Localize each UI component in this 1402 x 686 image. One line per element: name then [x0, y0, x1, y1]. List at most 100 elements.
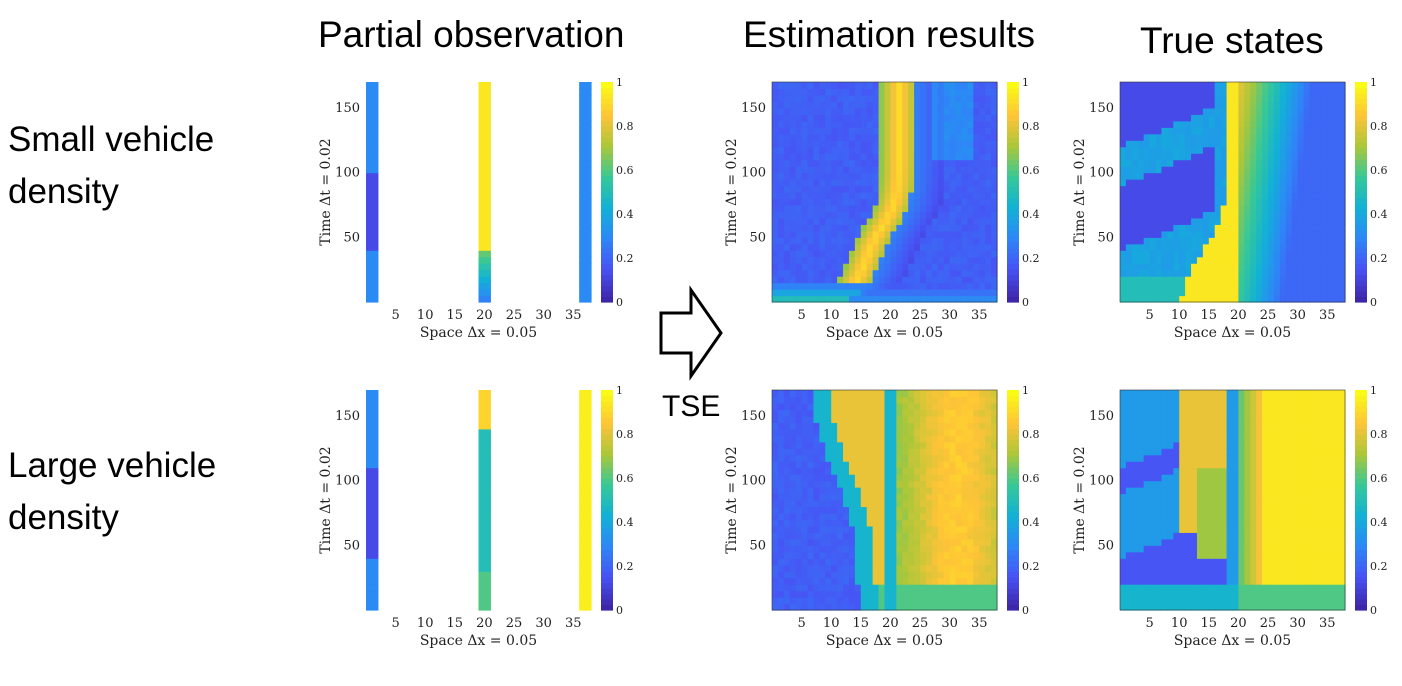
heatmap-cell: [1333, 153, 1340, 161]
heatmap-cell: [1173, 276, 1180, 284]
heatmap-cell: [896, 276, 903, 284]
heatmap-cell: [908, 237, 915, 245]
heatmap-cell: [931, 114, 939, 122]
heatmap-cell: [579, 409, 586, 417]
heatmap-cell: [931, 474, 939, 482]
heatmap-cell: [1291, 263, 1299, 271]
heatmap-cell: [1202, 153, 1210, 161]
heatmap-cell: [1339, 295, 1346, 303]
colorbar-tick-label: 0.2: [616, 252, 634, 265]
heatmap-cell: [955, 584, 963, 592]
y-tick-label: 50: [1097, 230, 1114, 245]
heatmap-cell: [860, 558, 868, 566]
heatmap-cell: [825, 577, 832, 585]
heatmap-cell: [931, 538, 939, 546]
heatmap-cell: [1120, 525, 1127, 533]
heatmap-cell: [825, 120, 832, 128]
heatmap-cell: [484, 230, 491, 238]
heatmap-cell: [801, 159, 809, 167]
heatmap-cell: [1256, 101, 1263, 109]
heatmap-cell: [1155, 493, 1163, 501]
heatmap-cell: [777, 558, 785, 566]
heatmap-cell: [789, 295, 797, 303]
heatmap-cell: [1297, 120, 1305, 128]
heatmap-cell: [777, 172, 785, 180]
heatmap-cell: [795, 564, 803, 572]
heatmap-cell: [1161, 256, 1168, 264]
heatmap-cell: [1125, 101, 1133, 109]
heatmap-cell: [783, 590, 791, 598]
heatmap-cell: [1155, 101, 1163, 109]
colorbar-segment: [1007, 153, 1019, 160]
heatmap-cell: [937, 538, 945, 546]
heatmap-cell: [878, 564, 886, 572]
heatmap-cell: [943, 179, 951, 187]
heatmap-cell: [1238, 289, 1245, 297]
heatmap-cell: [985, 94, 992, 103]
heatmap-cell: [366, 597, 373, 605]
heatmap-cell: [831, 532, 838, 540]
heatmap-cell: [991, 211, 998, 219]
heatmap-cell: [1238, 276, 1245, 284]
heatmap-cell: [872, 185, 880, 193]
heatmap-cell: [1321, 101, 1328, 109]
heatmap-cell: [884, 487, 892, 495]
heatmap-cell: [1167, 172, 1174, 180]
heatmap-cell: [1303, 107, 1311, 115]
heatmap-cell: [866, 276, 874, 284]
heatmap-cell: [1143, 263, 1151, 271]
heatmap-cell: [908, 172, 915, 180]
heatmap-cell: [961, 545, 968, 553]
heatmap-cell: [955, 82, 963, 90]
heatmap-cell: [890, 295, 897, 303]
heatmap-cell: [772, 571, 779, 579]
colorbar-segment: [601, 544, 613, 551]
heatmap-cell: [579, 512, 586, 521]
heatmap-cell: [1339, 198, 1346, 206]
heatmap-cell: [1179, 435, 1186, 443]
heatmap-cell: [1208, 295, 1216, 303]
heatmap-cell: [789, 120, 797, 128]
heatmap-cell: [884, 263, 892, 271]
heatmap-cell: [1149, 590, 1157, 598]
x-tick-label: 10: [823, 616, 840, 631]
heatmap-cell: [914, 204, 921, 213]
heatmap-cell: [896, 525, 903, 533]
heatmap-cell: [1250, 295, 1257, 303]
heatmap-cell: [1309, 230, 1316, 238]
heatmap-cell: [1161, 146, 1168, 154]
heatmap-cell: [1131, 82, 1139, 90]
heatmap-cell: [920, 269, 927, 277]
heatmap-cell: [831, 467, 838, 475]
y-tick-label: 50: [749, 230, 766, 245]
heatmap-cell: [843, 415, 850, 423]
colorbar-segment: [601, 522, 613, 529]
heatmap-cell: [843, 474, 850, 482]
colorbar-segment: [601, 390, 613, 397]
heatmap-cell: [783, 101, 791, 109]
heatmap-cell: [1268, 179, 1275, 187]
heatmap-cell: [585, 590, 592, 598]
heatmap-cell: [949, 224, 957, 232]
heatmap-cell: [1303, 269, 1311, 277]
heatmap-cell: [943, 558, 951, 566]
heatmap-cell: [1161, 120, 1168, 128]
y-tick-label: 150: [335, 101, 360, 116]
heatmap-cell: [1250, 94, 1257, 103]
heatmap-cell: [837, 101, 844, 109]
heatmap-cell: [371, 204, 379, 213]
heatmap-cell: [848, 551, 856, 559]
heatmap-cell: [825, 114, 832, 122]
colorbar-tick-label: 0.4: [616, 208, 634, 221]
heatmap-cell: [1167, 390, 1174, 398]
heatmap-cell: [1155, 107, 1163, 115]
heatmap-cell: [1321, 198, 1328, 206]
heatmap-cell: [1315, 198, 1322, 206]
heatmap-cell: [854, 441, 862, 449]
heatmap-cell: [931, 133, 939, 141]
heatmap-cell: [478, 487, 486, 495]
heatmap-cell: [1291, 153, 1299, 161]
heatmap-cell: [848, 396, 856, 404]
heatmap-cell: [1167, 120, 1174, 128]
heatmap-cell: [1173, 532, 1180, 540]
